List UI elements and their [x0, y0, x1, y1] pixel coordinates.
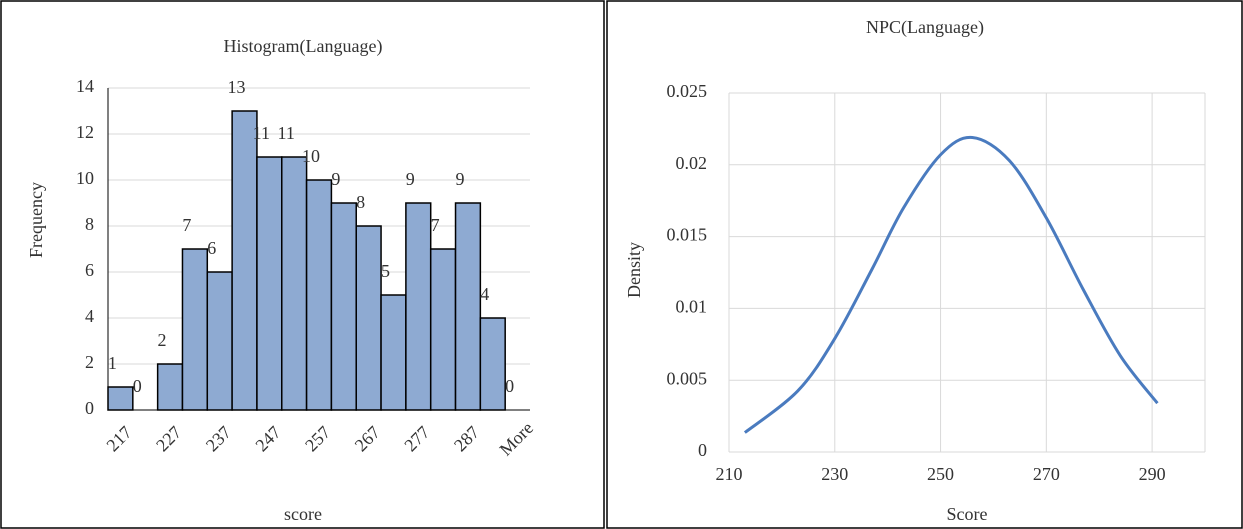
bar — [479, 317, 506, 411]
bar — [206, 271, 233, 411]
y-tick-label: 0.005 — [667, 368, 708, 388]
x-axis-label: score — [284, 504, 322, 524]
y-axis-label: Frequency — [26, 182, 46, 258]
bar — [380, 294, 407, 411]
y-tick-label: 0.02 — [676, 153, 708, 173]
y-tick-label: 10 — [76, 168, 94, 188]
bar — [107, 386, 134, 411]
data-label: 5 — [381, 261, 390, 281]
bar — [281, 156, 308, 411]
chart-title: Histogram(Language) — [224, 36, 383, 57]
x-tick-label: 230 — [821, 464, 848, 484]
bar — [305, 179, 333, 411]
y-tick-label: 0 — [85, 398, 94, 418]
y-tick-label: 6 — [85, 260, 94, 280]
y-tick-label: 0.01 — [676, 297, 708, 317]
y-tick-label: 4 — [85, 306, 94, 326]
x-tick-label: 290 — [1139, 464, 1166, 484]
data-label: 0 — [505, 376, 514, 396]
data-label: 1 — [108, 353, 117, 373]
y-tick-label: 0.015 — [667, 225, 708, 245]
data-label: 11 — [253, 123, 270, 143]
data-label: 11 — [278, 123, 295, 143]
bar — [156, 363, 184, 411]
bar — [256, 156, 283, 411]
y-tick-label: 0.025 — [667, 81, 708, 101]
data-label: 7 — [182, 215, 191, 235]
x-tick-label: 270 — [1033, 464, 1060, 484]
density-line — [743, 136, 1159, 434]
data-label: 9 — [331, 169, 340, 189]
data-label: 4 — [480, 284, 489, 304]
data-label: 9 — [406, 169, 415, 189]
bar — [181, 248, 209, 411]
y-tick-label: 2 — [85, 352, 94, 372]
data-label: 9 — [455, 169, 464, 189]
x-tick-label: 210 — [716, 464, 743, 484]
bar — [454, 202, 482, 411]
data-label: 2 — [158, 330, 167, 350]
bar — [231, 110, 258, 411]
data-label: 6 — [207, 238, 216, 258]
data-label: 10 — [302, 146, 320, 166]
data-label: 7 — [431, 215, 440, 235]
chart-title: NPC(Language) — [866, 17, 984, 38]
y-tick-label: 14 — [76, 76, 94, 96]
right-panel — [606, 0, 1243, 529]
bar — [429, 248, 457, 411]
data-label: 0 — [133, 376, 142, 396]
data-label: 13 — [228, 77, 246, 97]
y-tick-label: 12 — [76, 122, 94, 142]
data-label: 8 — [356, 192, 365, 212]
x-axis-label: Score — [947, 504, 988, 524]
y-axis-label: Density — [624, 242, 644, 298]
x-tick-label: 250 — [927, 464, 954, 484]
y-tick-label: 0 — [698, 440, 707, 460]
bar — [355, 225, 382, 411]
bar — [405, 202, 432, 411]
y-tick-label: 8 — [85, 214, 94, 234]
bar — [330, 202, 357, 411]
